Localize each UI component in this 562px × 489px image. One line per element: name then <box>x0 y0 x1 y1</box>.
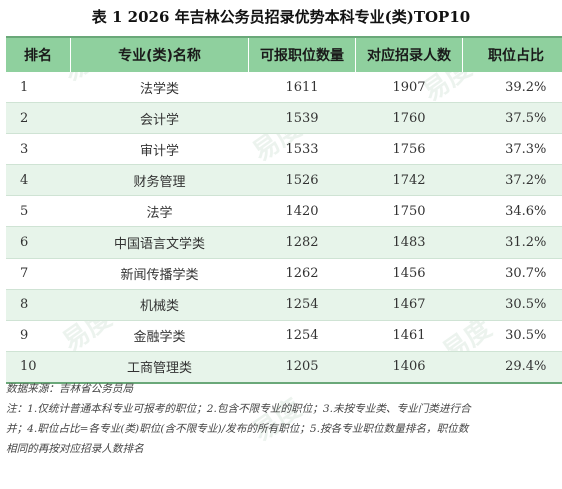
cell-recruits: 1742 <box>355 164 463 197</box>
note-line: 并；4.职位占比=各专业(类)职位(含不限专业)/发布的所有职位；5.按各专业职… <box>6 423 469 435</box>
cell-ratio: 30.5% <box>462 320 562 352</box>
cell-rank: 5 <box>6 195 71 228</box>
cell-rank: 9 <box>6 320 71 352</box>
cell-recruits: 1907 <box>355 72 463 104</box>
cell-ratio: 30.7% <box>462 258 562 290</box>
table-body: 1 法学类 1611 1907 39.2% 2 会计学 1539 1760 37… <box>6 72 562 384</box>
cell-ratio: 30.5% <box>462 289 562 321</box>
table-row: 7 新闻传播学类 1262 1456 30.7% <box>6 258 562 290</box>
header-major: 专业(类)名称 <box>70 37 249 72</box>
data-source: 数据来源：吉林省公务员局 <box>6 383 134 395</box>
note-line: 注：1.仅统计普通本科专业可报考的职位；2.包含不限专业的职位；3.未按专业类、… <box>6 403 471 415</box>
table-row: 9 金融学类 1254 1461 30.5% <box>6 320 562 352</box>
cell-positions: 1254 <box>248 320 356 352</box>
table-row: 4 财务管理 1526 1742 37.2% <box>6 164 562 197</box>
cell-major: 会计学 <box>70 102 249 135</box>
cell-positions: 1611 <box>248 72 356 104</box>
header-recruits: 对应招录人数 <box>355 37 463 72</box>
cell-rank: 2 <box>6 102 71 135</box>
cell-ratio: 39.2% <box>462 72 562 104</box>
header-ratio: 职位占比 <box>462 37 562 72</box>
cell-recruits: 1483 <box>355 226 463 259</box>
cell-recruits: 1456 <box>355 258 463 290</box>
cell-positions: 1526 <box>248 164 356 197</box>
cell-rank: 10 <box>6 351 71 384</box>
cell-positions: 1205 <box>248 351 356 384</box>
cell-major: 金融学类 <box>70 320 249 352</box>
cell-major: 法学 <box>70 195 249 228</box>
cell-rank: 4 <box>6 164 71 197</box>
table-notes: 数据来源：吉林省公务员局 注：1.仅统计普通本科专业可报考的职位；2.包含不限专… <box>6 379 555 459</box>
cell-ratio: 34.6% <box>462 195 562 228</box>
header-rank: 排名 <box>6 37 71 72</box>
cell-rank: 6 <box>6 226 71 259</box>
cell-major: 法学类 <box>70 72 249 104</box>
cell-positions: 1254 <box>248 289 356 321</box>
cell-rank: 8 <box>6 289 71 321</box>
cell-rank: 3 <box>6 133 71 166</box>
cell-major: 新闻传播学类 <box>70 258 249 290</box>
table-title: 表 1 2026 年吉林公务员招录优势本科专业(类)TOP10 <box>91 8 471 26</box>
cell-ratio: 37.2% <box>462 164 562 197</box>
table-row: 10 工商管理类 1205 1406 29.4% <box>6 351 562 384</box>
cell-positions: 1420 <box>248 195 356 228</box>
table-row: 2 会计学 1539 1760 37.5% <box>6 102 562 135</box>
table-row: 3 审计学 1533 1756 37.3% <box>6 133 562 166</box>
cell-positions: 1533 <box>248 133 356 166</box>
ranking-table: 排名 专业(类)名称 可报职位数量 对应招录人数 职位占比 1 法学类 1611… <box>6 36 562 384</box>
cell-recruits: 1756 <box>355 133 463 166</box>
cell-recruits: 1467 <box>355 289 463 321</box>
header-positions: 可报职位数量 <box>248 37 356 72</box>
cell-recruits: 1760 <box>355 102 463 135</box>
table-row: 1 法学类 1611 1907 39.2% <box>6 72 562 104</box>
cell-ratio: 37.3% <box>462 133 562 166</box>
cell-rank: 1 <box>6 72 71 104</box>
cell-major: 工商管理类 <box>70 351 249 384</box>
cell-recruits: 1750 <box>355 195 463 228</box>
table-header-row: 排名 专业(类)名称 可报职位数量 对应招录人数 职位占比 <box>6 37 562 72</box>
table-row: 8 机械类 1254 1467 30.5% <box>6 289 562 321</box>
cell-major: 财务管理 <box>70 164 249 197</box>
table-row: 5 法学 1420 1750 34.6% <box>6 195 562 228</box>
cell-major: 机械类 <box>70 289 249 321</box>
cell-rank: 7 <box>6 258 71 290</box>
cell-major: 中国语言文学类 <box>70 226 249 259</box>
note-line: 相同的再按对应招录人数排名 <box>6 443 144 455</box>
cell-recruits: 1406 <box>355 351 463 384</box>
cell-positions: 1539 <box>248 102 356 135</box>
cell-recruits: 1461 <box>355 320 463 352</box>
table-row: 6 中国语言文学类 1282 1483 31.2% <box>6 226 562 259</box>
cell-ratio: 29.4% <box>462 351 562 384</box>
cell-positions: 1262 <box>248 258 356 290</box>
cell-major: 审计学 <box>70 133 249 166</box>
cell-ratio: 37.5% <box>462 102 562 135</box>
cell-ratio: 31.2% <box>462 226 562 259</box>
cell-positions: 1282 <box>248 226 356 259</box>
